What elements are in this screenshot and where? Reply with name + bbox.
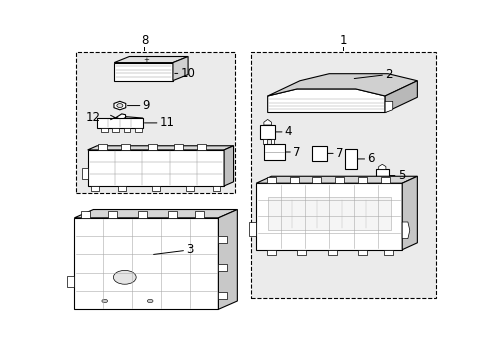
Text: 5: 5 [389,169,404,182]
Bar [248,222,256,236]
Polygon shape [87,146,233,150]
Polygon shape [114,63,173,81]
Polygon shape [378,164,385,169]
Polygon shape [125,117,143,120]
Polygon shape [267,89,385,112]
Bar [380,177,389,183]
Text: 3: 3 [153,243,193,256]
Text: 12: 12 [85,111,101,124]
Ellipse shape [147,299,153,303]
Text: +: + [143,57,149,63]
Polygon shape [114,57,188,63]
Polygon shape [385,102,392,112]
Bar [375,169,388,182]
Bar [135,128,142,132]
Bar [186,186,193,191]
Text: 10: 10 [175,67,195,80]
Polygon shape [114,101,125,110]
Polygon shape [116,114,125,120]
Bar [212,186,220,191]
Polygon shape [267,74,416,96]
Bar [357,250,366,255]
Bar [112,128,119,132]
Polygon shape [401,176,417,250]
Text: 4: 4 [275,125,292,138]
Bar [266,177,275,183]
Bar [266,250,275,255]
Bar [297,250,305,255]
Bar [196,144,205,150]
Bar [168,211,177,218]
Polygon shape [401,222,409,239]
Bar [98,144,107,150]
Polygon shape [256,176,417,183]
Text: 1: 1 [339,33,346,46]
Bar [107,211,117,218]
Text: 7: 7 [327,147,343,160]
Bar [334,177,344,183]
Polygon shape [264,120,271,125]
Bar [147,144,156,150]
Bar [218,237,226,243]
Bar [263,139,266,144]
Ellipse shape [102,299,107,303]
Bar [218,292,226,299]
Polygon shape [74,210,237,218]
Bar [81,211,90,218]
Polygon shape [256,183,401,250]
Text: 11: 11 [144,116,174,129]
Bar [91,186,99,191]
Bar [101,128,107,132]
Ellipse shape [117,104,122,108]
Polygon shape [82,168,87,179]
Bar [260,125,275,139]
Polygon shape [218,210,237,309]
Bar [378,182,381,187]
Bar [267,197,390,230]
Polygon shape [224,146,233,186]
Bar [138,211,147,218]
Bar [289,177,298,183]
Polygon shape [87,150,224,186]
Polygon shape [74,218,218,309]
Bar [327,250,336,255]
Bar [312,177,321,183]
Bar [118,186,125,191]
Ellipse shape [113,270,136,284]
Bar [384,182,386,187]
Bar [67,276,74,287]
Bar [311,146,326,161]
Bar [357,177,366,183]
Bar [174,144,183,150]
Text: 7: 7 [285,145,300,158]
Text: 6: 6 [357,152,374,166]
Bar [76,51,235,193]
Text: 2: 2 [353,68,392,81]
Bar [152,186,159,191]
Polygon shape [385,81,416,112]
Bar [195,211,203,218]
Bar [121,144,130,150]
Bar [123,128,130,132]
Bar [264,144,284,159]
Bar [384,250,393,255]
Bar [270,139,274,144]
Bar [218,264,226,271]
Text: 8: 8 [141,33,148,46]
Text: 9: 9 [127,99,150,112]
Bar [250,51,435,298]
Bar [97,118,142,128]
Bar [345,149,356,169]
Polygon shape [173,57,188,81]
